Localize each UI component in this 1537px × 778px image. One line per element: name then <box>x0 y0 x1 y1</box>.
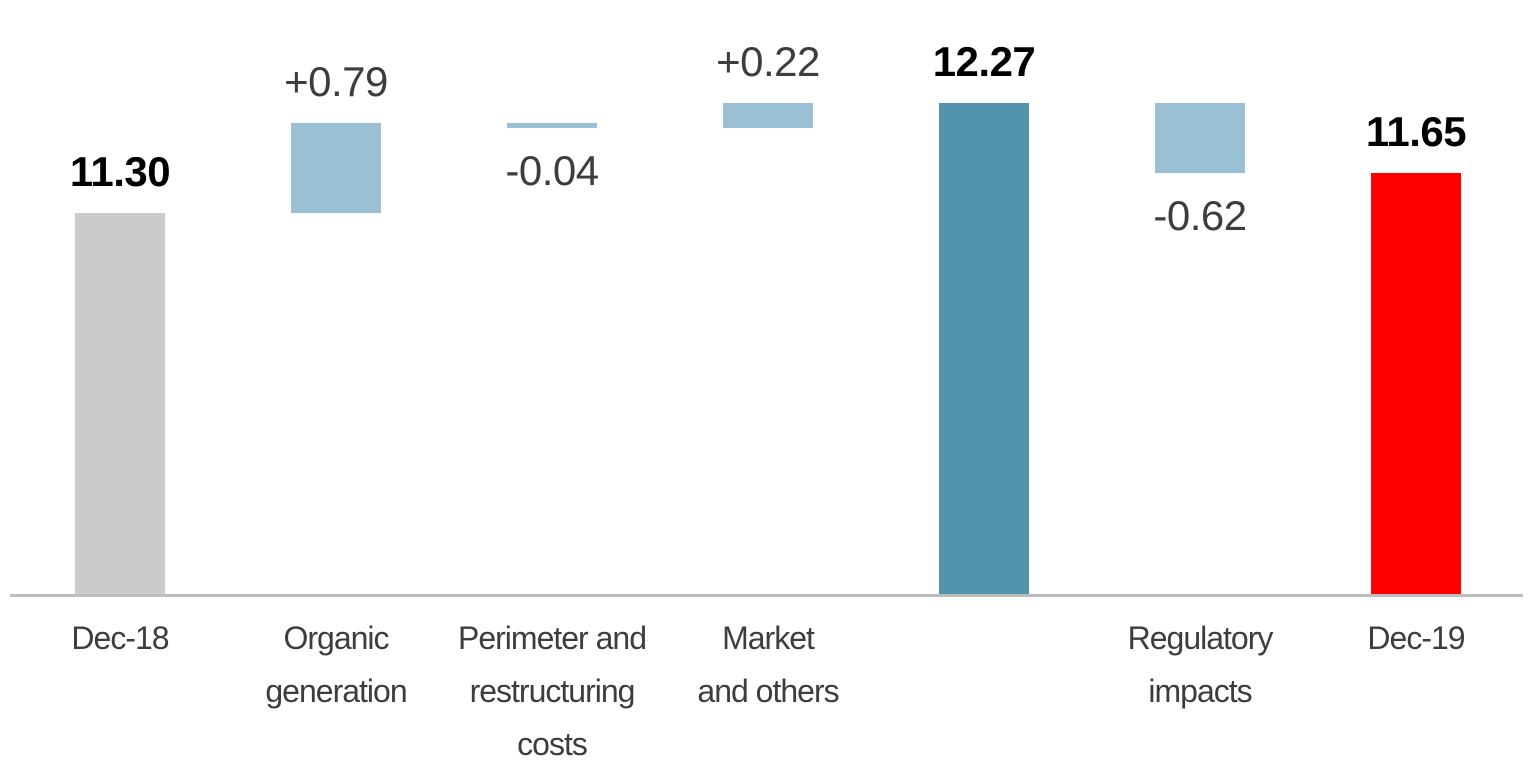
category-label-line: Dec-18 <box>71 620 169 656</box>
bar-market-and-others <box>723 102 813 128</box>
category-label-line: and others <box>697 673 839 709</box>
bar-dec-19 <box>1371 173 1461 594</box>
value-label-market-and-others: +0.22 <box>716 37 820 85</box>
category-label-dec-19: Dec-19 <box>1296 612 1536 665</box>
category-label-line: restructuring <box>469 673 636 709</box>
value-label-organic-generation: +0.79 <box>284 58 388 106</box>
category-label-market-and-others: Market and others <box>648 612 888 718</box>
category-label-line: Regulatory <box>1127 620 1274 656</box>
category-label-line: costs <box>517 726 588 762</box>
category-label-regulatory-impacts: Regulatory impacts <box>1080 612 1320 718</box>
bar-dec-18 <box>75 212 165 594</box>
category-label-line: Dec-19 <box>1367 620 1465 656</box>
x-axis-line <box>10 594 1523 597</box>
category-label-perimeter-and-restructuring-costs: Perimeter and restructuring costs <box>432 612 672 771</box>
value-label-dec-19: 11.65 <box>1365 108 1467 156</box>
bar-regulatory-impacts <box>1155 102 1245 174</box>
value-label-regulatory-impacts: -0.62 <box>1153 192 1247 240</box>
value-label-perimeter-and-restructuring-costs: -0.04 <box>505 146 599 194</box>
bar-organic-generation <box>291 123 381 213</box>
category-label-line: impacts <box>1148 673 1252 709</box>
category-label-line: generation <box>265 673 407 709</box>
category-label-dec-18: Dec-18 <box>0 612 240 665</box>
category-label-line: Perimeter and <box>458 620 647 656</box>
value-label-dec-18: 11.30 <box>69 147 171 195</box>
value-label-subtotal: 12.27 <box>932 37 1036 85</box>
category-label-line: Organic <box>283 620 389 656</box>
bar-perimeter-and-restructuring-costs <box>507 123 597 128</box>
category-label-organic-generation: Organic generation <box>216 612 456 718</box>
category-label-line: Market <box>722 620 815 656</box>
bar-subtotal <box>939 102 1029 594</box>
